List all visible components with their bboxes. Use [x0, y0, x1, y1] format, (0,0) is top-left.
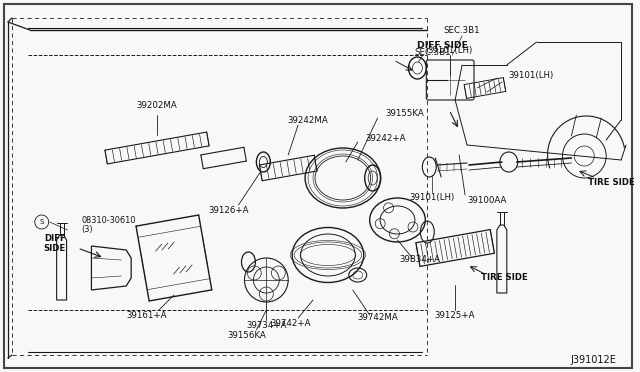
Text: J391012E: J391012E: [570, 355, 616, 365]
Text: 39242MA: 39242MA: [288, 115, 328, 125]
Text: 39202MA: 39202MA: [136, 101, 177, 110]
Text: 39161+A: 39161+A: [127, 311, 167, 320]
Text: SEC.3B1: SEC.3B1: [444, 26, 481, 35]
Text: 39742+A: 39742+A: [270, 318, 310, 327]
Text: 08310-30610: 08310-30610: [81, 215, 136, 224]
Text: 39734+A: 39734+A: [246, 321, 287, 330]
Text: 39101(LH): 39101(LH): [509, 71, 554, 80]
Text: 39742MA: 39742MA: [357, 314, 398, 323]
Text: DIFF: DIFF: [44, 234, 65, 243]
Text: 39126+A: 39126+A: [208, 205, 249, 215]
Text: 39101(LH): 39101(LH): [410, 192, 455, 202]
Text: S: S: [40, 219, 44, 225]
Text: 39125+A: 39125+A: [435, 311, 476, 320]
Text: (3): (3): [81, 224, 93, 234]
Text: 39100AA: 39100AA: [467, 196, 506, 205]
Text: 39242+A: 39242+A: [365, 134, 406, 142]
Text: 39155KA: 39155KA: [385, 109, 424, 118]
Text: SIDE: SIDE: [44, 244, 66, 253]
Text: 39156KA: 39156KA: [227, 330, 266, 340]
Text: TIRE SIDE: TIRE SIDE: [588, 177, 634, 186]
Text: SEC.3B1: SEC.3B1: [414, 48, 451, 57]
Text: TIRE SIDE: TIRE SIDE: [481, 273, 528, 282]
Text: 39B34+A: 39B34+A: [400, 256, 441, 264]
Text: DIFF SIDE: DIFF SIDE: [417, 41, 468, 49]
Text: 39101(LH): 39101(LH): [428, 45, 473, 55]
